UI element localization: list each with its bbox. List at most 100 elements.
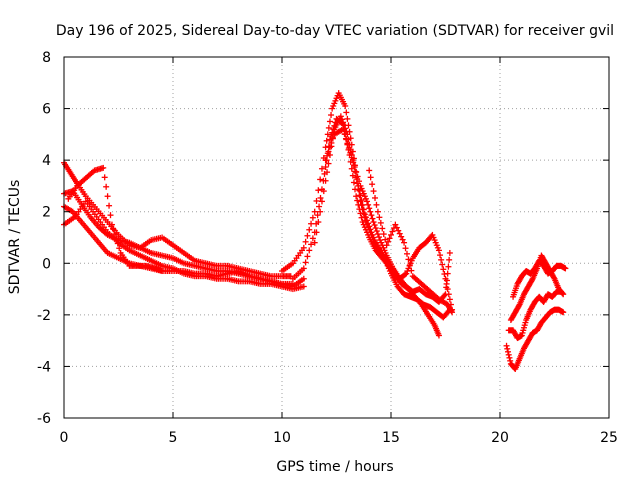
data-point <box>317 194 324 201</box>
data-point <box>342 135 349 142</box>
data-point <box>317 176 324 183</box>
x-tick-label: 10 <box>273 430 291 446</box>
data-point <box>326 144 333 151</box>
data-point <box>503 342 510 349</box>
data-point <box>449 309 456 316</box>
data-point <box>368 212 375 219</box>
y-tick-label: 0 <box>42 256 51 272</box>
data-point <box>314 212 321 219</box>
data-point <box>309 235 316 242</box>
data-point <box>358 202 365 209</box>
data-point <box>328 139 335 146</box>
x-tick-label: 5 <box>169 430 178 446</box>
data-point <box>324 152 331 159</box>
data-point <box>317 208 324 215</box>
data-point <box>325 124 332 131</box>
data-point <box>101 174 108 181</box>
data-point <box>311 239 318 246</box>
data-point <box>446 256 453 263</box>
data-point <box>366 167 373 174</box>
data-point <box>315 187 322 194</box>
axis-ticks <box>63 56 610 419</box>
data-point <box>374 231 381 238</box>
data-point <box>395 227 402 234</box>
data-point <box>328 112 335 119</box>
data-point <box>348 154 355 161</box>
data-point <box>379 225 386 232</box>
x-tick-label: 0 <box>60 430 69 446</box>
data-point <box>340 126 347 133</box>
data-point <box>343 109 350 116</box>
data-point <box>324 169 331 176</box>
data-point <box>353 193 360 200</box>
data-point <box>349 172 356 179</box>
data-point <box>358 214 365 221</box>
data-point <box>159 268 166 275</box>
data-point <box>304 232 311 239</box>
data-point <box>439 261 446 268</box>
data-point <box>373 228 380 235</box>
data-point <box>441 292 448 299</box>
data-point <box>357 198 364 205</box>
data-point <box>360 210 367 217</box>
data-point <box>308 241 315 248</box>
data-point <box>361 213 368 220</box>
data-point <box>438 256 445 263</box>
data-point <box>107 212 114 219</box>
data-point <box>300 244 307 251</box>
data-point <box>437 252 444 259</box>
data-point <box>116 245 123 252</box>
data-point <box>345 145 352 152</box>
data-point <box>342 102 349 109</box>
data-point <box>388 231 394 238</box>
data-point <box>362 217 369 224</box>
y-tick-label: -6 <box>37 411 51 427</box>
data-point <box>308 220 315 227</box>
data-point <box>318 198 325 205</box>
data-point <box>304 253 311 260</box>
data-point <box>446 296 453 303</box>
data-point <box>325 160 332 167</box>
data-point <box>504 345 511 352</box>
data-point <box>111 231 118 238</box>
data-point <box>505 351 512 358</box>
data-point <box>300 275 307 282</box>
data-point <box>398 233 405 240</box>
data-point <box>440 266 447 273</box>
data-point <box>528 277 535 284</box>
data-point <box>315 219 322 226</box>
y-tick-label: -4 <box>37 359 51 375</box>
data-point <box>385 238 392 245</box>
data-point <box>405 256 412 263</box>
data-point <box>322 157 329 164</box>
data-point <box>386 235 393 242</box>
data-point <box>393 224 400 231</box>
data-point <box>408 267 415 274</box>
data-point <box>356 178 363 185</box>
data-point <box>324 131 331 138</box>
data-point <box>560 309 567 316</box>
data-point <box>353 168 360 175</box>
data-point <box>320 188 327 195</box>
y-tick-label: 8 <box>42 50 51 66</box>
data-point <box>366 205 373 212</box>
data-point <box>560 291 567 298</box>
data-point <box>322 164 329 171</box>
data-point <box>399 236 406 243</box>
data-point <box>100 164 107 171</box>
data-point <box>344 140 351 147</box>
data-point <box>350 179 357 186</box>
data-point <box>402 245 409 252</box>
data-point <box>323 137 330 144</box>
data-point <box>356 192 363 199</box>
data-point <box>380 231 387 238</box>
data-point <box>338 116 345 123</box>
data-point <box>445 263 452 270</box>
data-point <box>448 307 455 314</box>
data-point <box>403 250 410 257</box>
data-point <box>435 247 442 254</box>
data-point <box>376 214 383 221</box>
data-point <box>371 222 378 229</box>
data-point <box>347 149 354 156</box>
